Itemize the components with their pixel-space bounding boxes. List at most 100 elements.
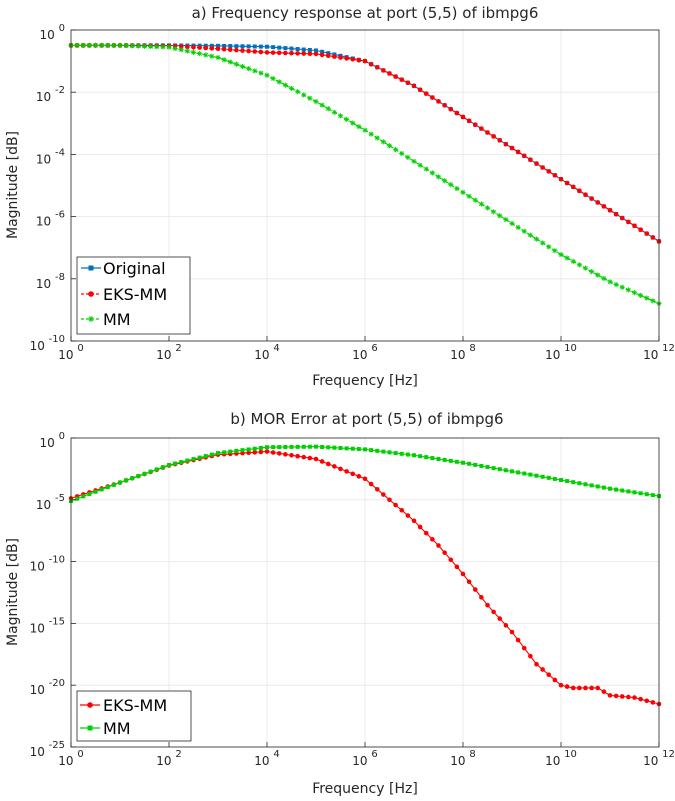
data-point: [393, 74, 398, 79]
data-point: [485, 465, 490, 470]
data-point: [185, 44, 190, 50]
data-point: [258, 445, 263, 450]
data-point: [135, 43, 141, 49]
data-point: [650, 700, 656, 705]
data-point: [332, 54, 337, 59]
data-point: [185, 458, 190, 463]
data-point: [289, 50, 294, 56]
data-point: [246, 447, 251, 452]
data-point: [399, 507, 405, 513]
data-point: [509, 145, 515, 151]
data-point: [607, 279, 613, 285]
data-point: [368, 61, 374, 67]
data-point: [467, 461, 472, 466]
data-point: [99, 42, 105, 48]
data-point: [289, 46, 294, 51]
data-point: [264, 72, 270, 78]
data-point: [650, 493, 655, 498]
data-point: [203, 45, 209, 51]
data-point: [552, 248, 558, 254]
data-point: [626, 694, 631, 700]
data-point: [589, 483, 594, 488]
data-point: [240, 48, 245, 53]
data-point: [442, 102, 447, 108]
data-point: [423, 166, 429, 172]
data-point: [332, 464, 337, 469]
data-point: [527, 232, 533, 238]
data-point: [190, 49, 197, 55]
data-point: [521, 153, 527, 159]
data-point: [497, 137, 503, 143]
data-point: [399, 77, 405, 82]
data-point: [533, 236, 540, 242]
data-point: [571, 480, 576, 485]
data-point: [246, 450, 251, 456]
data-point: [595, 484, 600, 489]
panel-b: b) MOR Error at port (5,5) of ibmpg6 10 …: [5, 410, 675, 797]
data-point: [142, 471, 147, 476]
data-point: [234, 44, 239, 49]
series-mm: [69, 444, 661, 503]
data-point: [289, 444, 294, 449]
data-point: [141, 43, 148, 49]
data-point: [638, 491, 643, 496]
x-tick-label: 10 2: [156, 749, 181, 768]
x-tick-label: 10 10: [545, 749, 577, 768]
data-point: [154, 467, 159, 472]
data-point: [613, 693, 619, 699]
data-point: [86, 42, 92, 48]
data-point: [423, 530, 429, 536]
data-point: [252, 68, 258, 74]
data-point: [478, 201, 484, 207]
data-point: [111, 482, 116, 487]
data-point: [386, 143, 393, 149]
panel-b-legend-box: [76, 690, 192, 742]
data-point: [313, 98, 319, 105]
data-point: [129, 43, 135, 49]
data-point: [435, 174, 442, 180]
x-tick-label: 10 4: [254, 343, 279, 362]
data-point: [418, 454, 423, 459]
data-point: [577, 685, 582, 691]
data-point: [393, 502, 398, 508]
data-point: [240, 448, 245, 453]
data-point: [87, 492, 92, 497]
data-point: [258, 449, 264, 455]
data-point: [417, 162, 423, 168]
data-point: [111, 42, 117, 48]
data-point: [270, 50, 276, 55]
data-point: [167, 463, 171, 468]
y-tick-label: 10 0: [40, 431, 65, 450]
data-point: [332, 445, 337, 450]
data-point: [582, 265, 589, 271]
data-point: [472, 122, 478, 128]
data-point: [331, 109, 337, 115]
legend-item-mm-b: MM: [80, 719, 131, 738]
x-tick-label: 10 4: [254, 749, 279, 768]
data-point: [595, 272, 601, 278]
data-point: [239, 63, 246, 70]
data-point: [424, 455, 429, 460]
data-point: [546, 244, 552, 250]
panel-b-title: b) MOR Error at port (5,5) of ibmpg6: [230, 410, 503, 428]
y-tick-label: 10 0: [40, 23, 65, 42]
data-point: [613, 281, 619, 288]
data-point: [301, 47, 306, 52]
data-point: [614, 487, 619, 492]
data-point: [423, 91, 429, 96]
data-point: [650, 235, 656, 240]
data-point: [320, 444, 325, 449]
data-point: [265, 445, 269, 450]
data-point: [436, 456, 441, 461]
panel-a-legend-box: [76, 256, 191, 335]
data-point: [240, 44, 245, 49]
y-tick-label: 10 -10: [30, 555, 65, 574]
data-point: [154, 44, 160, 50]
y-tick-label: 10 -20: [30, 678, 65, 697]
x-tick-label: 10 6: [352, 749, 377, 768]
data-point: [619, 284, 625, 290]
data-point: [80, 42, 86, 48]
data-point: [521, 645, 527, 651]
data-point: [258, 44, 263, 49]
data-point: [632, 695, 637, 700]
